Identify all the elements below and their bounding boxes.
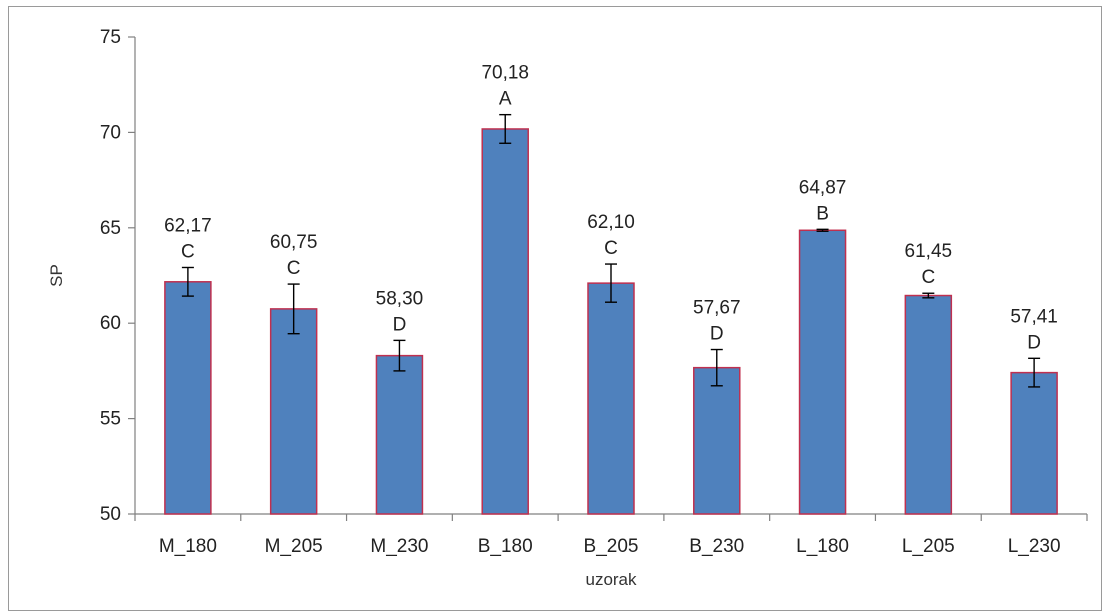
data-value-label: 57,41 xyxy=(1010,306,1058,327)
x-tick-label: M_180 xyxy=(159,536,217,557)
bar-M_230 xyxy=(375,354,424,515)
bar-L_205 xyxy=(904,294,953,515)
data-value-label: 62,10 xyxy=(587,212,635,233)
bar-L_230 xyxy=(1010,371,1058,515)
group-letter-label: C xyxy=(921,267,935,288)
data-value-label: 70,18 xyxy=(481,63,529,84)
group-letter-label: D xyxy=(710,324,724,345)
group-letter-label: D xyxy=(1027,332,1041,353)
x-tick-label: B_230 xyxy=(689,536,744,557)
bar-B_205 xyxy=(587,282,635,515)
bar-M_205 xyxy=(269,308,318,515)
group-letter-label: A xyxy=(499,89,512,110)
y-tick-label: 50 xyxy=(100,504,121,525)
x-tick-label: L_205 xyxy=(902,536,955,557)
group-letter-label: D xyxy=(393,314,407,335)
data-value-label: 64,87 xyxy=(799,177,847,198)
x-tick-label: B_205 xyxy=(584,536,639,557)
group-letter-label: B xyxy=(816,203,829,224)
y-tick-label: 60 xyxy=(100,313,121,334)
y-tick-label: 70 xyxy=(100,122,121,143)
data-value-label: 61,45 xyxy=(905,241,953,262)
y-tick-label: 55 xyxy=(100,409,121,430)
x-tick-label: B_180 xyxy=(478,536,533,557)
y-tick-label: 75 xyxy=(100,27,121,48)
x-tick-label: M_230 xyxy=(370,536,428,557)
bar-B_180 xyxy=(481,128,529,515)
x-tick-label: L_230 xyxy=(1008,536,1061,557)
group-letter-label: C xyxy=(181,241,195,262)
x-axis-title: uzorak xyxy=(585,570,637,589)
x-tick-label: L_180 xyxy=(796,536,849,557)
group-letter-label: C xyxy=(287,258,301,279)
data-value-label: 62,17 xyxy=(164,215,212,236)
data-value-label: 57,67 xyxy=(693,298,741,319)
x-tick-label: M_205 xyxy=(265,536,323,557)
bar-B_230 xyxy=(693,366,741,515)
bar-M_180 xyxy=(164,281,212,515)
data-value-label: 58,30 xyxy=(376,288,424,309)
data-value-label: 60,75 xyxy=(270,232,318,253)
group-letter-label: C xyxy=(604,238,618,259)
y-axis-title: SP xyxy=(47,264,66,287)
bar-L_180 xyxy=(798,229,847,515)
y-tick-label: 65 xyxy=(100,218,121,239)
